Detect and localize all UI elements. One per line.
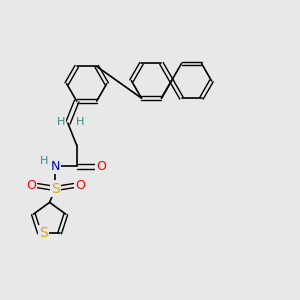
- Text: S: S: [40, 226, 48, 240]
- Text: N: N: [51, 160, 60, 173]
- Text: H: H: [40, 156, 49, 166]
- Text: O: O: [75, 179, 85, 192]
- Text: O: O: [97, 160, 106, 173]
- Text: S: S: [51, 182, 60, 196]
- Text: O: O: [26, 179, 36, 192]
- Text: H: H: [57, 117, 66, 127]
- Text: H: H: [76, 117, 84, 127]
